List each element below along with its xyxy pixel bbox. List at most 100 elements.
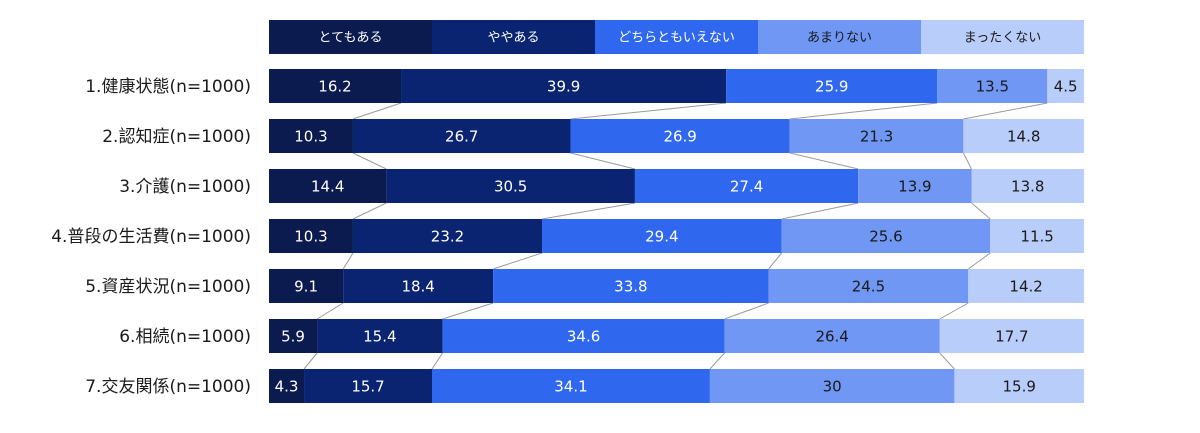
bar-segment-row5-s5 bbox=[968, 269, 1084, 303]
bar-segment-row6-s4 bbox=[724, 319, 940, 353]
connector-line bbox=[316, 302, 344, 320]
value-label-row5-s2: 18.4 bbox=[401, 278, 434, 296]
bar-segment-row3-s1 bbox=[269, 169, 387, 203]
bar-segment-row7-s1 bbox=[269, 369, 305, 403]
value-label-row7-s3: 34.1 bbox=[554, 378, 587, 396]
legend-label-5: まったくない bbox=[964, 31, 1041, 46]
bar-segment-row2-s3 bbox=[570, 119, 790, 153]
connector-line bbox=[709, 352, 725, 370]
connector-line bbox=[789, 102, 938, 120]
legend-swatch-1 bbox=[269, 20, 432, 54]
connector-line bbox=[724, 302, 769, 320]
bar-segment-row4-s1 bbox=[269, 219, 353, 253]
value-label-row3-s1: 14.4 bbox=[311, 178, 344, 196]
category-label-1: 1.健康状態(n=1000) bbox=[85, 77, 251, 97]
value-label-row7-s5: 15.9 bbox=[1003, 378, 1036, 396]
value-label-row2-s2: 26.7 bbox=[445, 128, 478, 146]
bar-segment-row2-s4 bbox=[789, 119, 964, 153]
value-label-row3-s4: 13.9 bbox=[898, 178, 931, 196]
bar-segment-row5-s4 bbox=[768, 269, 969, 303]
bar-segment-row6-s1 bbox=[269, 319, 318, 353]
legend: とてもある ややある どちらともいえない あまりない まったくない bbox=[269, 20, 1084, 54]
value-label-row2-s4: 21.3 bbox=[860, 128, 893, 146]
connector-line bbox=[781, 202, 859, 220]
bar-segment-row4-s3 bbox=[542, 219, 782, 253]
legend-label-2: ややある bbox=[487, 31, 539, 46]
value-label-row2-s5: 14.8 bbox=[1007, 128, 1040, 146]
value-label-row1-s4: 13.5 bbox=[976, 78, 1009, 96]
bar-segment-row5-s1 bbox=[269, 269, 344, 303]
connector-line bbox=[939, 302, 969, 320]
category-label-4: 4.普段の生活費(n=1000) bbox=[51, 227, 251, 247]
connector-line bbox=[963, 102, 1048, 120]
value-label-row2-s1: 10.3 bbox=[294, 128, 327, 146]
bar-segment-row4-s4 bbox=[781, 219, 991, 253]
bar-segment-row4-s2 bbox=[352, 219, 543, 253]
value-label-row7-s4: 30 bbox=[823, 378, 842, 396]
value-label-row4-s1: 10.3 bbox=[294, 228, 327, 246]
legend-label-4: あまりない bbox=[807, 31, 872, 46]
connector-line bbox=[570, 102, 727, 120]
legend-swatch-5 bbox=[921, 20, 1084, 54]
bar-segment-row6-s3 bbox=[442, 319, 725, 353]
value-label-row6-s3: 34.6 bbox=[567, 328, 600, 346]
bar-segment-row2-s2 bbox=[352, 119, 571, 153]
connector-line bbox=[541, 202, 636, 220]
bar-segment-row7-s3 bbox=[432, 369, 710, 403]
legend-swatch-4 bbox=[758, 20, 921, 54]
value-label-row6-s4: 26.4 bbox=[815, 328, 848, 346]
value-label-row6-s1: 5.9 bbox=[281, 328, 305, 346]
value-label-row4-s5: 11.5 bbox=[1020, 228, 1053, 246]
value-label-row3-s3: 27.4 bbox=[730, 178, 763, 196]
category-label-7: 7.交友関係(n=1000) bbox=[85, 377, 251, 397]
connector-line bbox=[962, 152, 972, 170]
connector-line bbox=[352, 102, 402, 120]
legend-label-3: どちらともいえない bbox=[618, 31, 735, 46]
connector-line bbox=[342, 252, 354, 270]
bar-segment-row3-s3 bbox=[634, 169, 859, 203]
bars: 16.2 39.9 25.9 13.5 4.5 10.3 26.7 26.9 21.3 14.8 1… bbox=[269, 69, 1084, 403]
bar-segment-row1-s2 bbox=[401, 69, 727, 103]
category-label-3: 3.介護(n=1000) bbox=[119, 177, 251, 197]
value-label-row1-s1: 16.2 bbox=[318, 78, 351, 96]
bar-segment-row6-s2 bbox=[317, 319, 443, 353]
bar-segment-row7-s5 bbox=[954, 369, 1084, 403]
bar-segment-row1-s5 bbox=[1047, 69, 1084, 103]
value-label-row3-s2: 30.5 bbox=[494, 178, 527, 196]
value-label-row5-s3: 33.8 bbox=[614, 278, 647, 296]
value-label-row4-s4: 25.6 bbox=[869, 228, 902, 246]
bar-segment-row5-s2 bbox=[343, 269, 494, 303]
connector-line bbox=[789, 152, 859, 170]
category-labels: 1.健康状態(n=1000) 2.認知症(n=1000) 3.介護(n=1000) 4… bbox=[51, 77, 251, 397]
value-label-row4-s3: 29.4 bbox=[645, 228, 678, 246]
connector-line bbox=[971, 202, 991, 220]
bar-segment-row3-s2 bbox=[386, 169, 635, 203]
category-label-2: 2.認知症(n=1000) bbox=[102, 127, 251, 147]
value-label-row6-s5: 17.7 bbox=[995, 328, 1028, 346]
legend-swatch-2 bbox=[432, 20, 595, 54]
connector-line bbox=[939, 352, 955, 370]
value-label-row2-s3: 26.9 bbox=[663, 128, 696, 146]
bar-segment-row5-s3 bbox=[493, 269, 769, 303]
connector-line bbox=[352, 202, 387, 220]
value-label-row4-s2: 23.2 bbox=[431, 228, 464, 246]
value-label-row3-s5: 13.8 bbox=[1011, 178, 1044, 196]
value-label-row5-s4: 24.5 bbox=[852, 278, 885, 296]
connector-lines bbox=[303, 102, 1048, 370]
bar-segment-row3-s5 bbox=[971, 169, 1084, 203]
bar-segment-row1-s4 bbox=[937, 69, 1048, 103]
value-label-row7-s2: 15.7 bbox=[351, 378, 384, 396]
legend-label-1: とてもある bbox=[319, 31, 383, 46]
value-label-row1-s3: 25.9 bbox=[815, 78, 848, 96]
connector-line bbox=[570, 152, 636, 170]
value-label-row6-s2: 15.4 bbox=[363, 328, 396, 346]
value-label-row1-s5: 4.5 bbox=[1054, 78, 1078, 96]
connector-line bbox=[352, 152, 387, 170]
bar-segment-row2-s1 bbox=[269, 119, 353, 153]
connector-line bbox=[431, 352, 444, 370]
category-label-5: 5.資産状況(n=1000) bbox=[85, 277, 251, 297]
value-label-row5-s1: 9.1 bbox=[294, 278, 318, 296]
bar-segment-row7-s2 bbox=[304, 369, 432, 403]
bar-segment-row3-s4 bbox=[858, 169, 972, 203]
bar-segment-row1-s1 bbox=[269, 69, 402, 103]
